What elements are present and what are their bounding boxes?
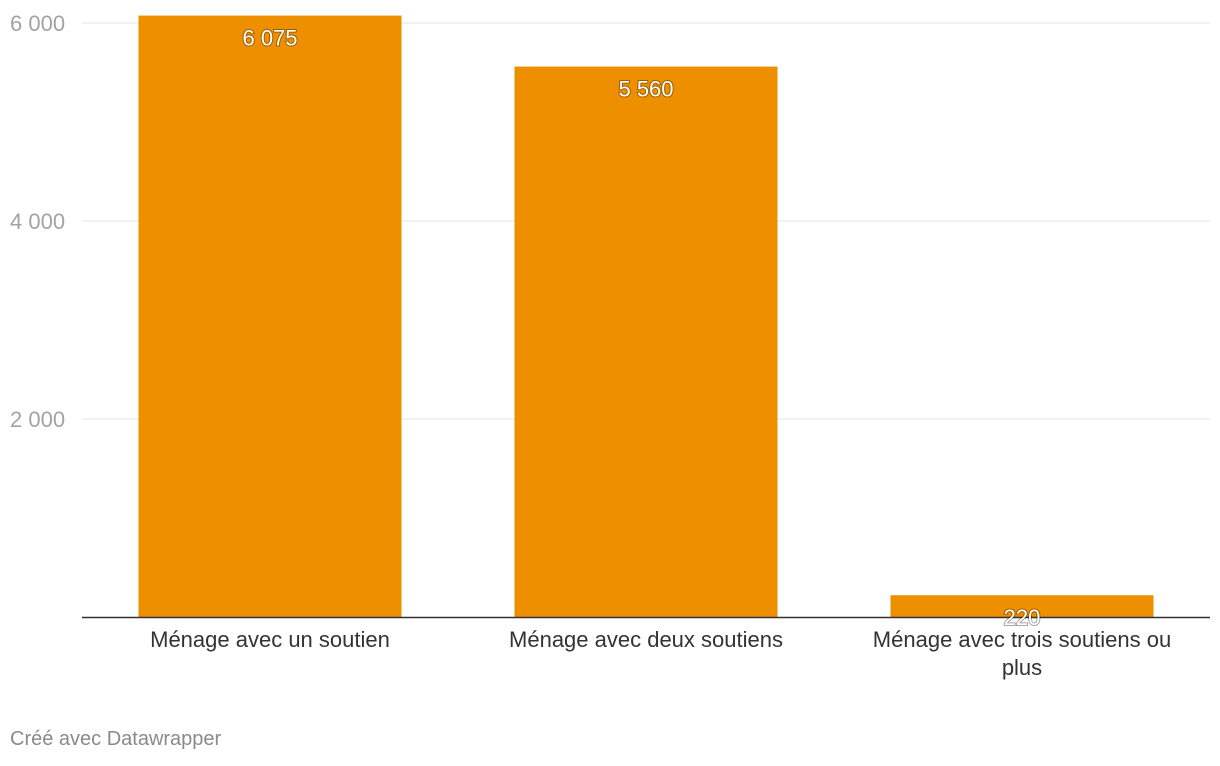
x-axis-ticks: Ménage avec un soutien Ménage avec deux s… [150,627,1171,680]
data-labels: 6 075 5 560 220 [241,25,1041,631]
data-label: 6 075 [242,26,297,51]
data-label: 5 560 [618,77,673,102]
bar [890,595,1154,617]
y-tick-label: 6 000 [10,11,65,36]
y-tick-label: 4 000 [10,209,65,234]
bar [138,15,402,617]
x-tick-label: plus [1002,655,1042,680]
bar [514,66,778,617]
data-label: 220 [1004,605,1041,630]
footer-credit: Créé avec Datawrapper [10,728,222,750]
x-tick-label: Ménage avec trois soutiens ou [873,627,1171,652]
x-tick-label: Ménage avec un soutien [150,627,390,652]
y-tick-label: 2 000 [10,407,65,432]
bars [138,15,1154,617]
y-axis-ticks: 2 000 4 000 6 000 [10,11,65,432]
x-tick-label: Ménage avec deux soutiens [509,627,783,652]
